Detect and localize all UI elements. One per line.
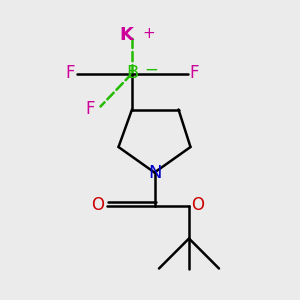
Text: +: + <box>142 26 155 40</box>
Text: F: F <box>189 64 199 82</box>
Text: F: F <box>85 100 95 118</box>
Text: K: K <box>119 26 133 44</box>
Text: −: − <box>144 61 158 79</box>
Text: O: O <box>91 196 104 214</box>
Text: O: O <box>191 196 204 214</box>
Text: F: F <box>65 64 75 82</box>
Text: N: N <box>148 164 161 181</box>
Text: B: B <box>126 64 138 82</box>
